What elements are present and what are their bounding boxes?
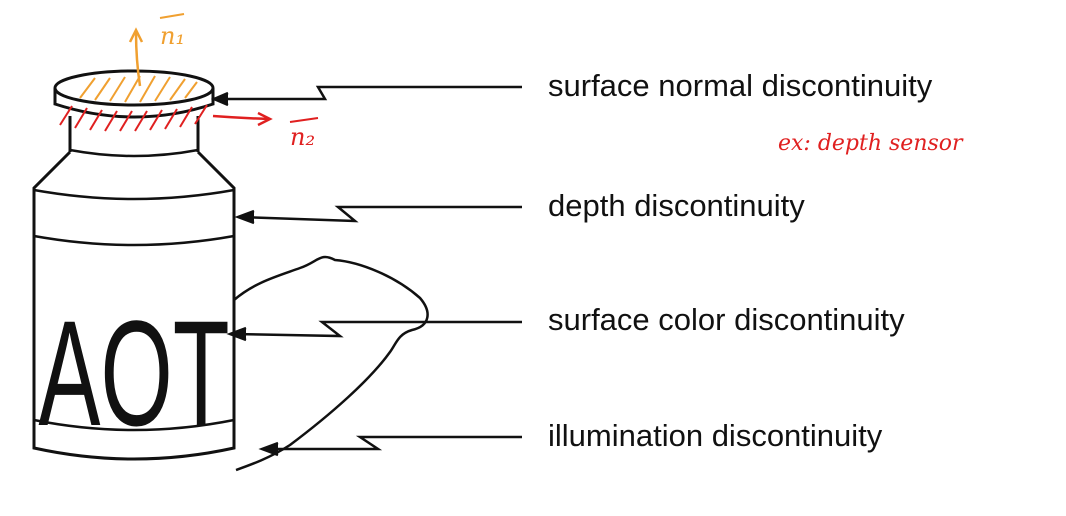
label-surface-normal: surface normal discontinuity [548,68,933,103]
lid-side-hatching [59,104,208,132]
leader-surface-color [226,320,522,342]
band-top-1 [33,188,235,201]
normal-n2-label: n₂ [290,123,315,151]
normal-n1-label: n₁ [160,22,185,50]
neck-bottom [69,148,199,158]
depth-sensor-note: ex: depth sensor [778,131,964,156]
normal-n1-vector-bar [159,13,185,19]
leader-depth [234,205,522,225]
band-bottom [33,418,235,432]
label-surface-color: surface color discontinuity [548,302,905,337]
label-depth: depth discontinuity [548,188,805,223]
leader-surface-normal [210,85,522,107]
lid-top-hatching [79,75,198,103]
leader-illumination [258,435,522,457]
bottle-label-text: AOT [38,290,229,457]
bottle-neck [68,116,200,152]
label-illumination: illumination discontinuity [548,418,883,453]
band-top-2 [33,234,235,247]
normal-n2-arrow [212,111,273,127]
shadow-outline [233,255,429,472]
bottle-body [32,150,236,461]
normal-n1-arrow [128,27,144,87]
normal-n2-vector-bar [289,117,319,123]
